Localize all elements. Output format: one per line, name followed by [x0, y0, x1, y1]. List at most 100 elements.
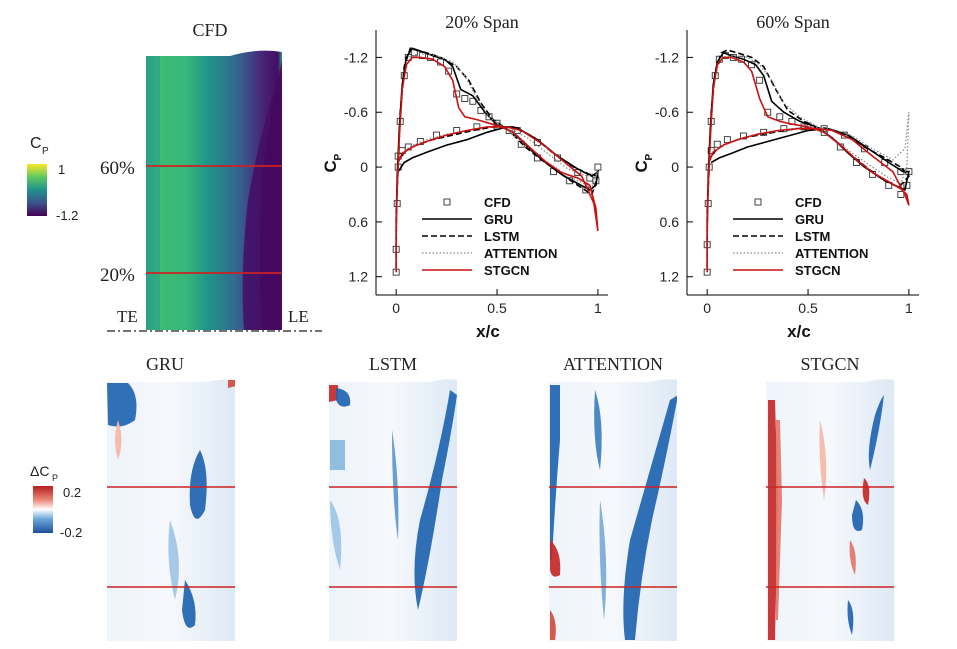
dcp-colorbar-min: -0.2 — [60, 525, 82, 540]
cfd-title: CFD — [192, 20, 227, 40]
error-panels: GRU LSTM ATTENTION STGCN — [107, 354, 894, 641]
legend-swatch-cfd — [443, 198, 451, 206]
y-tick-label: -0.6 — [344, 104, 368, 120]
error-region — [599, 500, 607, 620]
legend-label-attention: ATTENTION — [795, 246, 868, 261]
x-tick-label: 1 — [594, 300, 602, 316]
legend-label-stgcn: STGCN — [484, 263, 530, 278]
y-tick-label: 0.6 — [349, 214, 369, 230]
error-region — [228, 380, 235, 388]
error-region — [182, 580, 196, 628]
y-axis-label-main: C — [321, 160, 340, 172]
data-point — [469, 97, 477, 105]
cp-colorbar-max: 1 — [58, 162, 65, 177]
error-region — [594, 390, 602, 470]
data-point — [740, 132, 747, 140]
error-panel-title: STGCN — [800, 354, 859, 374]
x-tick-label: 0 — [392, 300, 400, 316]
chart-20-span: 20% Span -1.2 -0.6 0 0.6 1.2 0 0.5 1 x/c CP CFD GRU L… — [321, 12, 608, 341]
chart-title: 60% Span — [756, 12, 830, 32]
cp-colorbar-min: -1.2 — [56, 208, 78, 223]
error-panel-contours — [107, 380, 235, 628]
error-panel-field — [549, 379, 677, 641]
data-point — [713, 140, 721, 148]
cfd-label-60: 60% — [100, 158, 135, 179]
error-panel-stgcn: STGCN — [766, 354, 894, 641]
legend-label-lstm: LSTM — [484, 229, 519, 244]
x-tick-label: 0 — [703, 300, 711, 316]
data-point — [707, 147, 715, 155]
cp-colorbar-subscript: P — [42, 146, 49, 157]
legend-swatch-cfd — [754, 198, 762, 206]
series-lstm-line — [395, 47, 599, 268]
dcp-colorbar-symbol: ΔC — [30, 463, 49, 479]
error-panel-contours — [329, 385, 457, 610]
error-region — [819, 420, 827, 500]
error-region — [392, 430, 399, 540]
y-tick-label: 0 — [360, 159, 368, 175]
x-axis-label: x/c — [476, 322, 500, 341]
error-region — [330, 500, 342, 570]
error-panel-title: GRU — [146, 354, 184, 374]
data-point — [780, 125, 788, 133]
data-point — [594, 163, 602, 171]
data-point — [461, 95, 469, 102]
error-region — [847, 600, 854, 635]
error-panel-field — [329, 379, 457, 641]
y-axis-label: CP — [632, 154, 655, 173]
y-tick-label: -1.2 — [655, 49, 679, 65]
cfd-contour — [146, 50, 282, 331]
chart-title: 20% Span — [445, 12, 519, 32]
series-gru-line — [395, 47, 599, 268]
y-axis-label-sub: P — [333, 154, 344, 161]
cp-colorbar-symbol: C — [30, 135, 42, 152]
error-region — [115, 420, 122, 460]
error-panel-contours — [550, 385, 677, 640]
cfd-label-le: LE — [288, 307, 309, 326]
dcp-colorbar-subscript: P — [52, 473, 58, 483]
data-point — [410, 49, 418, 57]
legend-label-lstm: LSTM — [795, 229, 830, 244]
cp-colorbar: C P 1 -1.2 — [27, 135, 78, 223]
legend-label-gru: GRU — [795, 212, 824, 227]
error-region — [330, 440, 345, 470]
y-tick-label: 0 — [671, 159, 679, 175]
error-region — [414, 390, 457, 610]
error-region — [107, 383, 137, 427]
dcp-colorbar-max: 0.2 — [63, 485, 81, 500]
x-tick-label: 0.5 — [487, 300, 507, 316]
data-point — [756, 76, 764, 84]
error-region — [852, 500, 864, 531]
y-tick-label: -1.2 — [344, 49, 368, 65]
error-region — [168, 520, 179, 600]
y-tick-label: -0.6 — [655, 104, 679, 120]
error-region — [550, 610, 556, 640]
error-panel-contours — [768, 395, 884, 640]
data-point — [897, 191, 905, 198]
error-region — [768, 400, 778, 640]
y-tick-label: 1.2 — [660, 269, 680, 285]
error-panel-lstm: LSTM — [329, 354, 457, 641]
error-region — [868, 395, 884, 470]
legend-label-attention: ATTENTION — [484, 246, 557, 261]
chart-60-span: 60% Span -1.2 -0.6 0 0.6 1.2 0 0.5 1 x/c CP CFD GRU L… — [632, 12, 919, 341]
y-axis-label: CP — [321, 154, 344, 173]
error-panel-title: LSTM — [369, 354, 417, 374]
series-stgcn-line — [395, 56, 599, 273]
error-region — [862, 478, 870, 505]
error-region — [776, 420, 782, 620]
error-region — [329, 385, 338, 402]
x-axis-label: x/c — [787, 322, 811, 341]
legend-label-cfd: CFD — [484, 195, 511, 210]
y-axis-label-sub: P — [644, 154, 655, 161]
legend-label-gru: GRU — [484, 212, 513, 227]
error-region — [189, 450, 207, 519]
error-region — [623, 395, 677, 640]
legend-label-stgcn: STGCN — [795, 263, 841, 278]
x-tick-label: 0.5 — [798, 300, 818, 316]
error-region — [550, 540, 561, 577]
series-stgcn-line — [706, 56, 910, 273]
data-point — [776, 113, 784, 121]
error-panel-title: ATTENTION — [563, 354, 663, 374]
